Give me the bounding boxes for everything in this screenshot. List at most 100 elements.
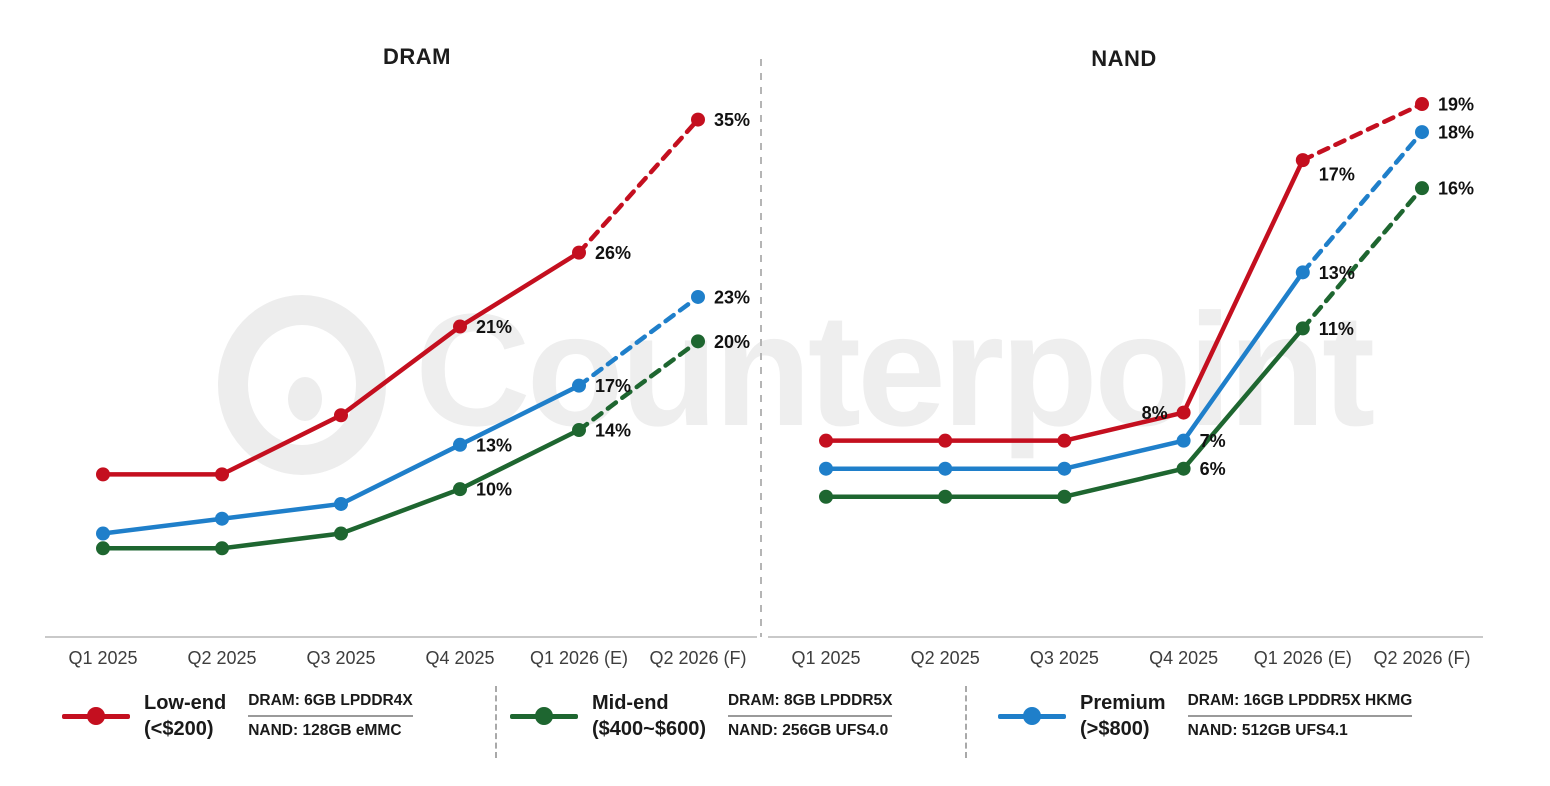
data-point [572, 378, 586, 393]
data-point-label: 16% [1438, 179, 1474, 199]
data-point [938, 489, 953, 504]
x-tick-label: Q4 2025 [425, 648, 494, 668]
data-point-label: 23% [714, 287, 750, 307]
data-point-label: 17% [1319, 165, 1355, 185]
data-point [96, 526, 110, 541]
data-point [334, 408, 348, 423]
series-forecast-line [576, 117, 701, 255]
data-point [1415, 97, 1429, 112]
series-forecast-line [1300, 101, 1425, 163]
tier-name: Premium [1080, 692, 1166, 714]
data-point-label: 21% [476, 317, 512, 337]
x-tick-label: Q3 2025 [1030, 648, 1099, 668]
series-line [823, 157, 1306, 443]
data-point [572, 245, 586, 260]
logo-dot [288, 377, 322, 421]
data-point [453, 482, 467, 497]
premium-series-marker-icon [998, 705, 1066, 727]
data-point [1057, 433, 1072, 448]
data-point [453, 319, 467, 334]
data-point [215, 467, 229, 482]
x-tick-label: Q2 2026 (F) [1373, 648, 1470, 668]
data-point-label: 35% [714, 110, 750, 130]
nand-spec: NAND: 512GB UFS4.1 [1187, 722, 1348, 739]
data-point [1176, 433, 1191, 448]
data-point-label: 7% [1200, 431, 1226, 451]
chart-canvas: Q1 2025 Q2 2025 Q3 2025 Q4 2025 Q1 2026 (E) Q… [45, 59, 1483, 668]
legend-spec: DRAM: 16GB LPDDR5X HKMG NAND: 512GB UFS4… [1187, 692, 1413, 740]
data-point [334, 526, 348, 541]
data-point [691, 289, 705, 304]
data-point [819, 489, 833, 504]
legend-separator [495, 686, 497, 758]
data-point-label: 14% [595, 421, 631, 441]
data-point-label: 13% [476, 435, 512, 455]
x-tick-label: Q2 2025 [911, 648, 980, 668]
tier-name: Low-end [144, 692, 227, 714]
data-point [1176, 461, 1191, 476]
data-point [1415, 125, 1429, 140]
data-point-label: 13% [1319, 263, 1355, 283]
data-point [572, 423, 586, 438]
data-point [1057, 489, 1072, 504]
legend-item-low-end: Low-end (<$200) DRAM: 6GB LPDDR4X NAND: … [62, 690, 413, 742]
data-point-label: 10% [476, 480, 512, 500]
dram-spec: DRAM: 6GB LPDDR4X [248, 692, 413, 717]
x-tick-label: Q3 2025 [306, 648, 375, 668]
dram-spec: DRAM: 16GB LPDDR5X HKMG [1187, 692, 1413, 717]
data-point [691, 112, 705, 127]
x-tick-label: Q1 2026 (E) [530, 648, 628, 668]
data-point [1295, 265, 1310, 280]
legend-label: Mid-end ($400~$600) [592, 690, 706, 742]
x-tick-label: Q2 2026 (F) [649, 648, 746, 668]
data-point-label: 17% [595, 376, 631, 396]
tier-price-range: (>$800) [1080, 718, 1150, 740]
x-tick-label: Q4 2025 [1149, 648, 1218, 668]
data-point [215, 511, 229, 526]
data-point [1415, 181, 1429, 196]
tier-name: Mid-end [592, 692, 669, 714]
low-end-series-marker-icon [62, 705, 130, 727]
legend-spec: DRAM: 8GB LPDDR5X NAND: 256GB UFS4.0 [727, 692, 893, 740]
legend-label: Premium (>$800) [1080, 690, 1166, 742]
data-point [819, 433, 833, 448]
x-tick-label: Q1 2026 (E) [1254, 648, 1352, 668]
nand-spec: NAND: 256GB UFS4.0 [727, 722, 889, 739]
data-point [96, 467, 110, 482]
data-point-label: 26% [595, 243, 631, 263]
data-point [334, 496, 348, 511]
data-point-label: 8% [1142, 403, 1168, 423]
legend-label: Low-end (<$200) [144, 690, 226, 742]
data-point [1295, 153, 1310, 168]
nand-spec: NAND: 128GB eMMC [248, 722, 402, 739]
data-point [938, 461, 953, 476]
data-point [215, 541, 229, 556]
data-point-label: 18% [1438, 123, 1474, 143]
data-point-label: 19% [1438, 95, 1474, 115]
data-point [691, 334, 705, 349]
legend: Low-end (<$200) DRAM: 6GB LPDDR4X NAND: … [0, 684, 1550, 774]
marker-dot [87, 707, 105, 725]
data-point [96, 541, 110, 556]
legend-separator [965, 686, 967, 758]
series-line [100, 383, 582, 536]
dram-panel-title: DRAM [383, 44, 451, 69]
data-point [1295, 321, 1310, 336]
tier-price-range: (<$200) [144, 718, 214, 740]
nand-panel-title: NAND [1091, 46, 1157, 71]
data-point [1057, 461, 1072, 476]
data-point [453, 437, 467, 452]
x-tick-label: Q1 2025 [791, 648, 860, 668]
tier-price-range: ($400~$600) [592, 718, 706, 740]
data-point [819, 461, 833, 476]
series-forecast-line [576, 294, 701, 388]
data-point [938, 433, 953, 448]
data-point-label: 6% [1200, 459, 1226, 479]
data-point-label: 11% [1319, 319, 1354, 339]
marker-dot [535, 707, 553, 725]
series-forecast-line [1300, 185, 1425, 331]
data-point [1176, 405, 1191, 420]
data-point-label: 20% [714, 332, 750, 352]
legend-item-mid-end: Mid-end ($400~$600) DRAM: 8GB LPDDR5X NA… [510, 690, 893, 742]
